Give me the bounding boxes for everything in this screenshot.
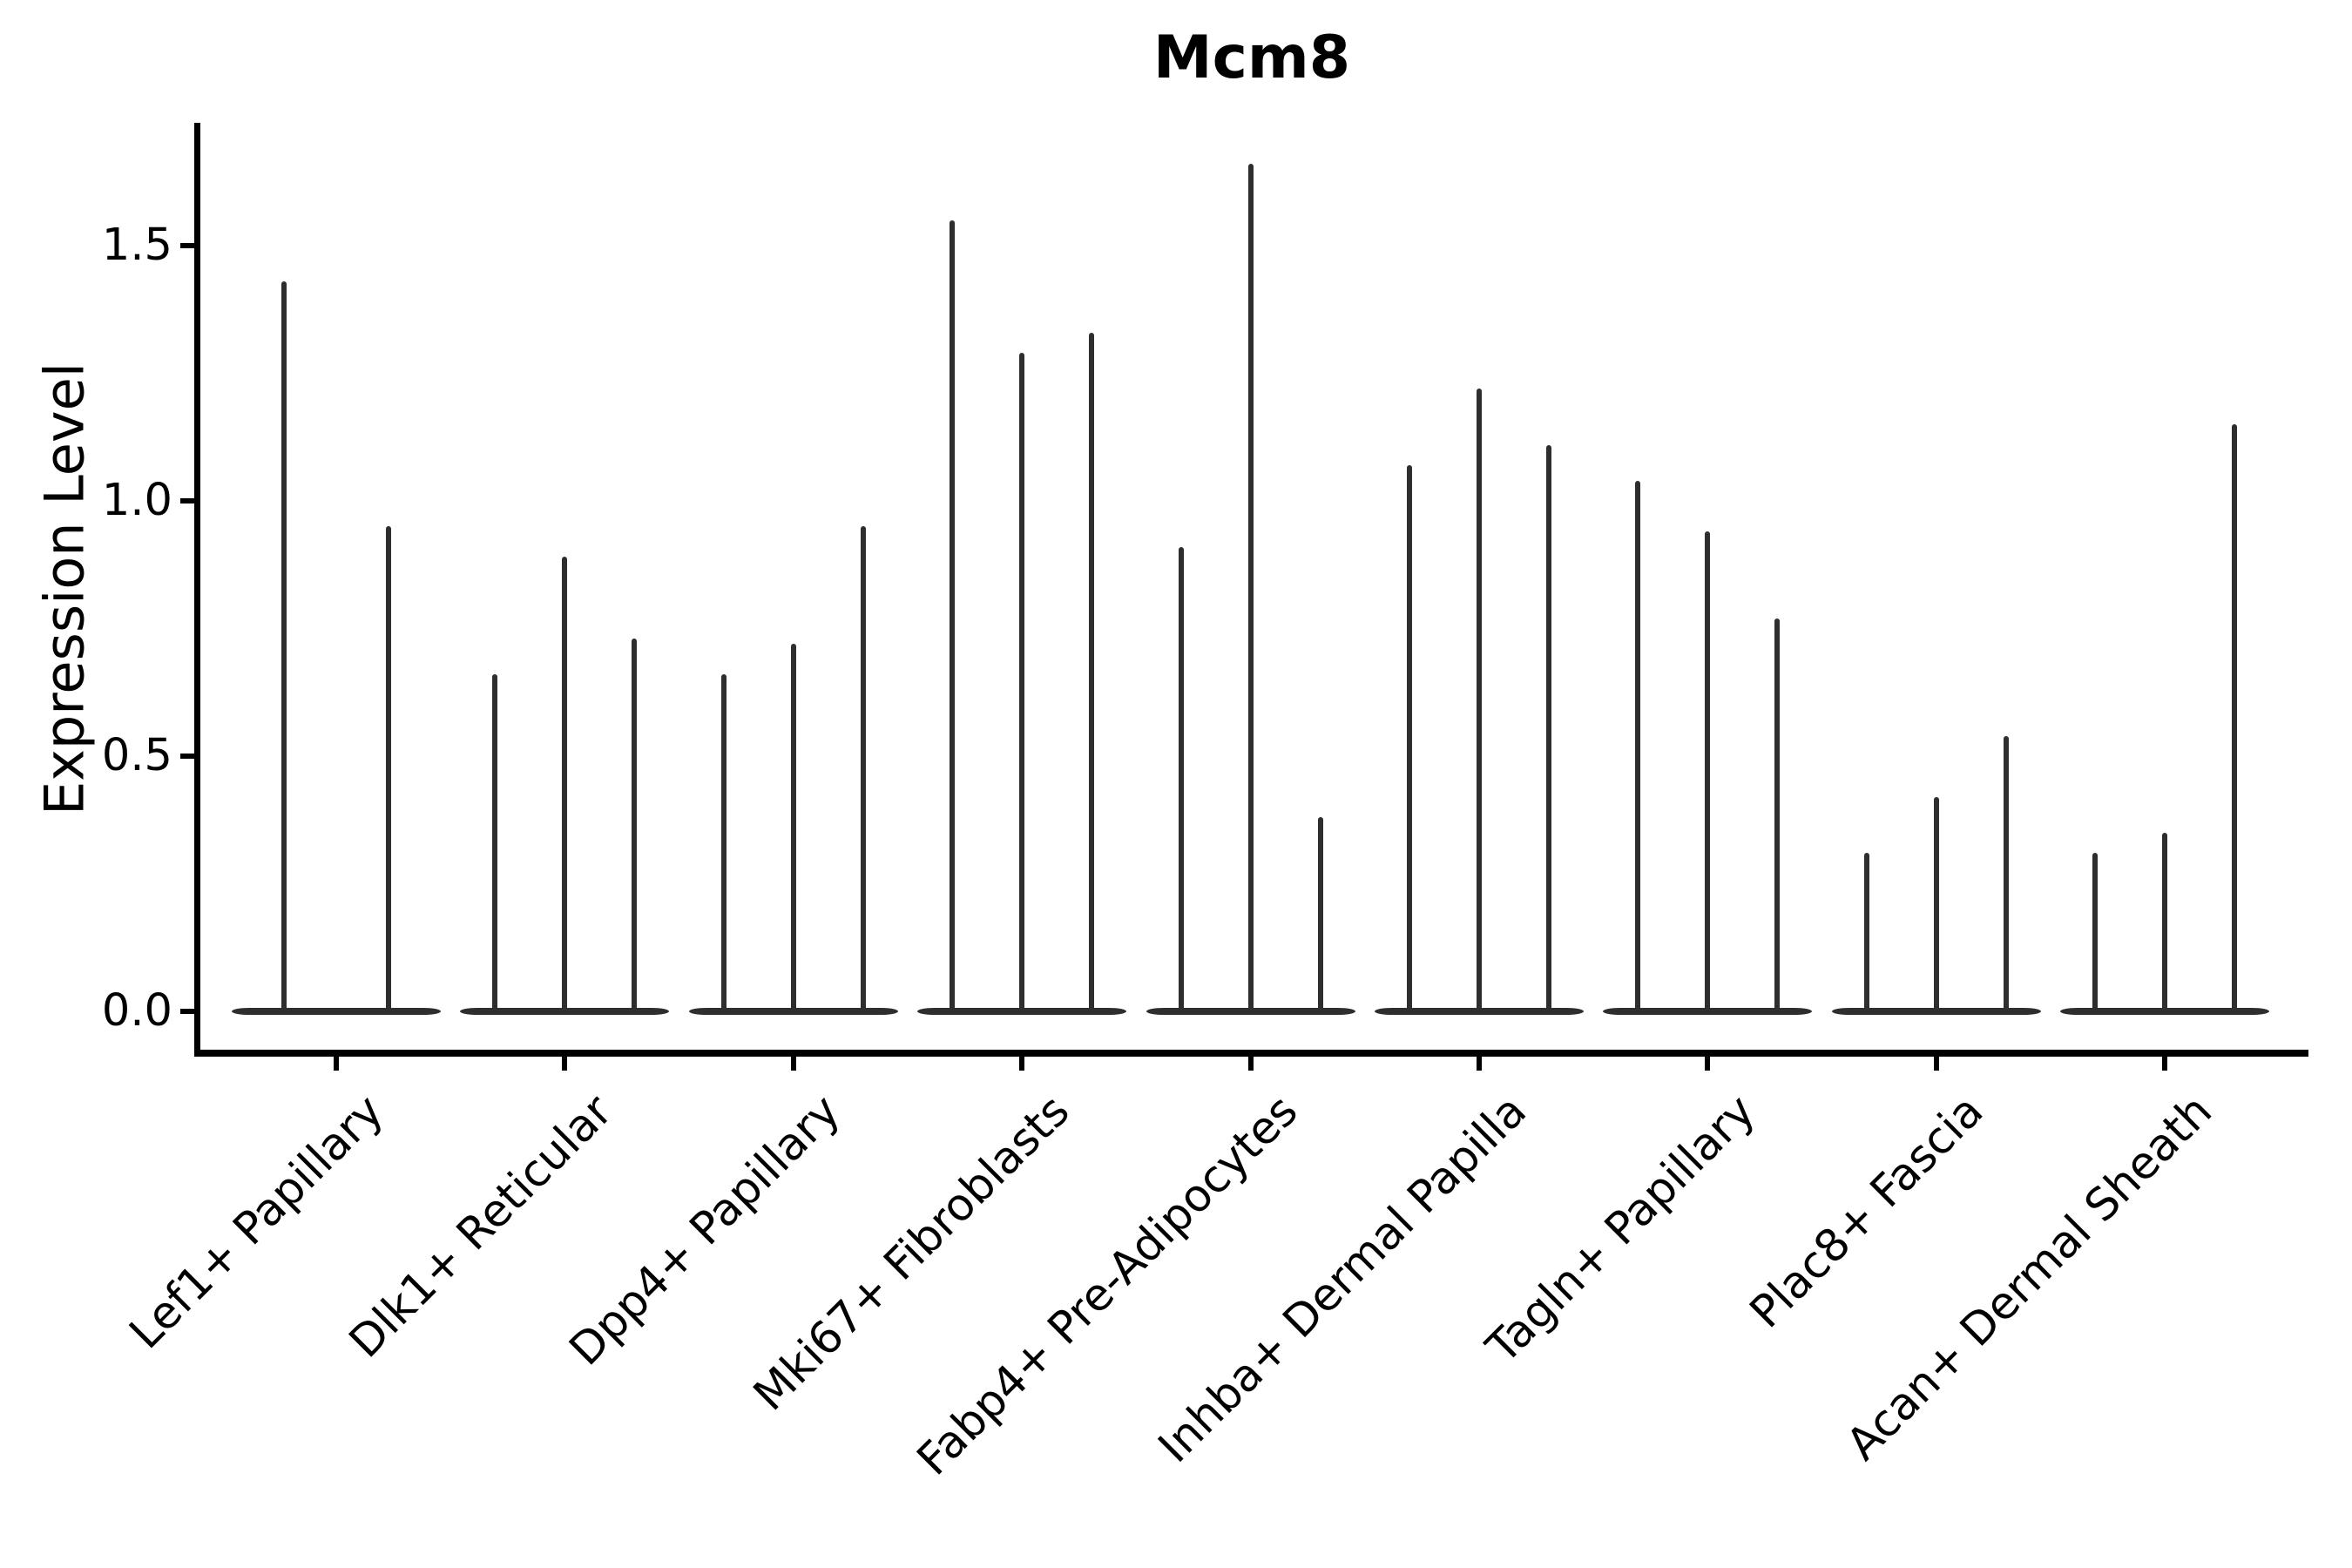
y-tick-label: 0.0: [101, 985, 172, 1037]
y-tick: [180, 754, 194, 759]
violin-spike: [2162, 832, 2168, 1014]
x-tick: [562, 1057, 568, 1071]
x-tick-label: Fabp4+ Pre-Adipocytes: [907, 1085, 1308, 1486]
violin-spike: [2003, 735, 2009, 1014]
violin-spike: [492, 674, 498, 1014]
violin-spike: [860, 526, 866, 1014]
violin-spike: [950, 220, 956, 1014]
x-tick: [1247, 1057, 1254, 1071]
violin-spike: [1863, 853, 1869, 1014]
violin-spike: [1477, 389, 1482, 1014]
violin-spike: [720, 674, 727, 1014]
y-tick: [180, 243, 194, 248]
x-tick: [2162, 1057, 2168, 1071]
x-tick-label: Acan+ Dermal Sheath: [1836, 1085, 2222, 1471]
violin-spike: [1774, 618, 1781, 1014]
violin-base: [232, 1008, 441, 1015]
violin-spike: [1247, 164, 1254, 1014]
violin-spike: [562, 557, 568, 1014]
y-tick: [180, 498, 194, 504]
x-tick: [1705, 1057, 1711, 1071]
violin-spike: [1705, 531, 1711, 1014]
chart-title: Mcm8: [1152, 24, 1351, 92]
x-tick-label: Plac8+ Fascia: [1740, 1085, 1994, 1339]
violin-spike: [386, 526, 391, 1014]
violin-spike: [1407, 464, 1412, 1014]
violin-spike: [1178, 546, 1184, 1014]
violin-spike: [1546, 444, 1551, 1014]
violin-spike: [1635, 480, 1641, 1014]
violin-spike: [1933, 796, 1939, 1014]
y-tick-label: 1.0: [101, 475, 172, 526]
x-tick: [1933, 1057, 1939, 1071]
x-tick-label: Inhba+ Dermal Papilla: [1148, 1085, 1537, 1473]
y-tick-label: 1.5: [101, 220, 172, 271]
violin-spike: [2232, 424, 2238, 1014]
x-axis-spine: [194, 1050, 2308, 1057]
violin-spike: [281, 281, 287, 1014]
violin-spike: [632, 639, 638, 1014]
y-tick: [180, 1009, 194, 1014]
violin-spike: [1089, 332, 1095, 1014]
violin-spike: [2092, 853, 2099, 1014]
violin-spike: [790, 644, 796, 1014]
violin-spike: [1317, 817, 1323, 1014]
y-axis-spine: [194, 123, 200, 1057]
y-tick-label: 0.5: [101, 730, 172, 781]
x-tick: [790, 1057, 796, 1071]
x-tick: [1019, 1057, 1025, 1071]
x-tick: [334, 1057, 339, 1071]
x-tick: [1477, 1057, 1482, 1071]
violin-spike: [1019, 353, 1025, 1014]
